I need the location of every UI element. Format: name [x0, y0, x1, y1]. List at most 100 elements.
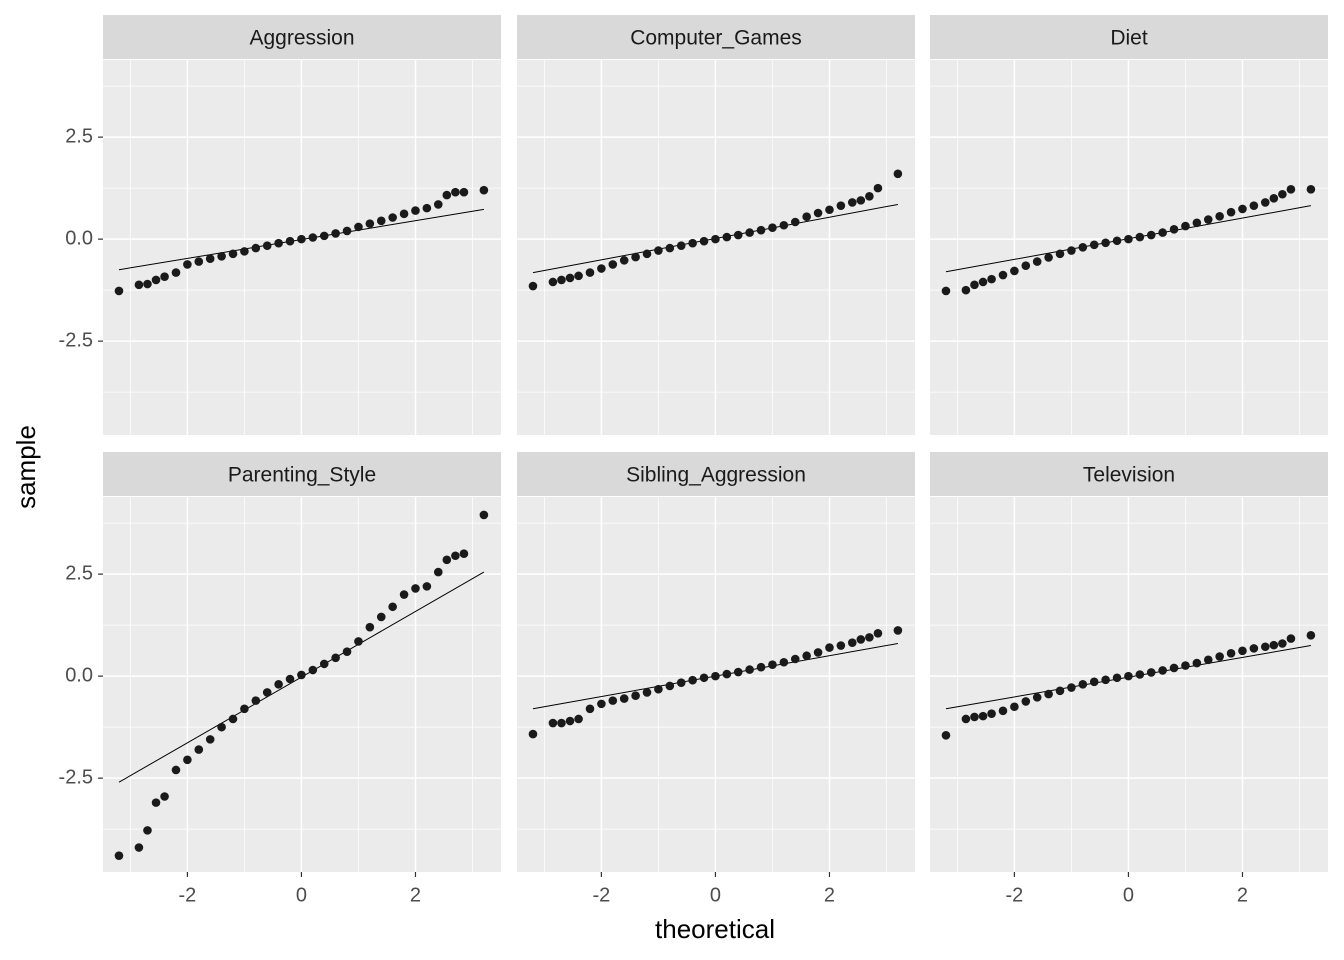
point [1044, 689, 1053, 699]
point [442, 190, 452, 200]
point [597, 264, 606, 273]
point [856, 196, 866, 205]
point [479, 185, 489, 195]
point [251, 696, 261, 705]
point [813, 208, 823, 218]
point [745, 228, 754, 237]
point [873, 628, 883, 638]
point [479, 510, 489, 520]
point [756, 225, 766, 235]
point [1269, 194, 1279, 203]
point [970, 712, 979, 722]
point [768, 660, 777, 670]
point [451, 551, 460, 561]
point [961, 714, 971, 724]
strip-title: Sibling_Aggression [626, 464, 806, 487]
strip-title: Parenting_Style [228, 464, 376, 487]
point [642, 249, 652, 259]
point [251, 243, 261, 253]
y-tick-label: 2.5 [65, 125, 93, 147]
point [1032, 693, 1042, 702]
point [1192, 218, 1202, 228]
point [941, 731, 951, 740]
point [941, 286, 951, 296]
x-tick-label: 2 [1237, 884, 1248, 906]
point [688, 238, 697, 248]
point [388, 213, 397, 222]
point [1112, 236, 1122, 246]
point [1158, 666, 1167, 675]
point [319, 231, 329, 241]
x-axis-title: theoretical [655, 914, 775, 944]
point [1238, 646, 1247, 656]
point [711, 234, 720, 244]
point [1135, 232, 1145, 242]
point [365, 622, 375, 632]
point [711, 671, 720, 681]
point [1135, 670, 1145, 679]
strip [103, 452, 501, 496]
y-tick-label: -2.5 [59, 766, 93, 788]
point [654, 246, 663, 255]
point [893, 169, 903, 179]
point [528, 729, 538, 739]
point [825, 205, 834, 215]
point [1203, 655, 1213, 665]
point [836, 641, 846, 650]
point [134, 280, 144, 290]
point [722, 669, 732, 679]
point [825, 643, 834, 652]
point [1021, 261, 1031, 270]
point [194, 257, 204, 266]
x-tick-label: -2 [592, 884, 610, 906]
strip-title: Television [1083, 464, 1175, 487]
y-tick-label: 0.0 [65, 664, 93, 686]
point [308, 233, 318, 242]
point [893, 626, 903, 635]
point [1146, 668, 1156, 677]
point [262, 241, 272, 250]
point [548, 277, 558, 287]
point [1226, 207, 1236, 217]
point [790, 217, 800, 227]
point [399, 590, 409, 599]
point [151, 798, 161, 807]
point [676, 241, 686, 250]
point [987, 709, 996, 718]
point [1306, 185, 1316, 194]
point [699, 236, 709, 246]
point [1249, 201, 1259, 210]
x-tick-label: 0 [710, 884, 721, 906]
point [1010, 266, 1019, 276]
point [847, 198, 857, 207]
point [422, 582, 432, 591]
point [217, 251, 226, 261]
point [665, 681, 675, 691]
point [433, 567, 443, 577]
point [376, 612, 386, 622]
point [998, 706, 1008, 716]
point [1260, 642, 1270, 652]
y-tick-label: 0.0 [65, 227, 93, 249]
strip [517, 15, 915, 59]
point [1203, 215, 1213, 224]
point [160, 792, 169, 801]
point [1078, 679, 1088, 689]
point [331, 229, 340, 238]
point [733, 230, 743, 240]
point [399, 209, 409, 219]
point [756, 662, 766, 672]
point [433, 200, 443, 209]
point [970, 280, 979, 290]
point [1269, 640, 1279, 650]
point [631, 252, 640, 262]
point [987, 274, 996, 284]
point [608, 260, 618, 269]
point [1169, 663, 1179, 673]
point [143, 826, 152, 835]
point [1158, 228, 1167, 237]
point [1112, 673, 1122, 683]
x-tick-label: -2 [178, 884, 196, 906]
point [342, 226, 352, 236]
